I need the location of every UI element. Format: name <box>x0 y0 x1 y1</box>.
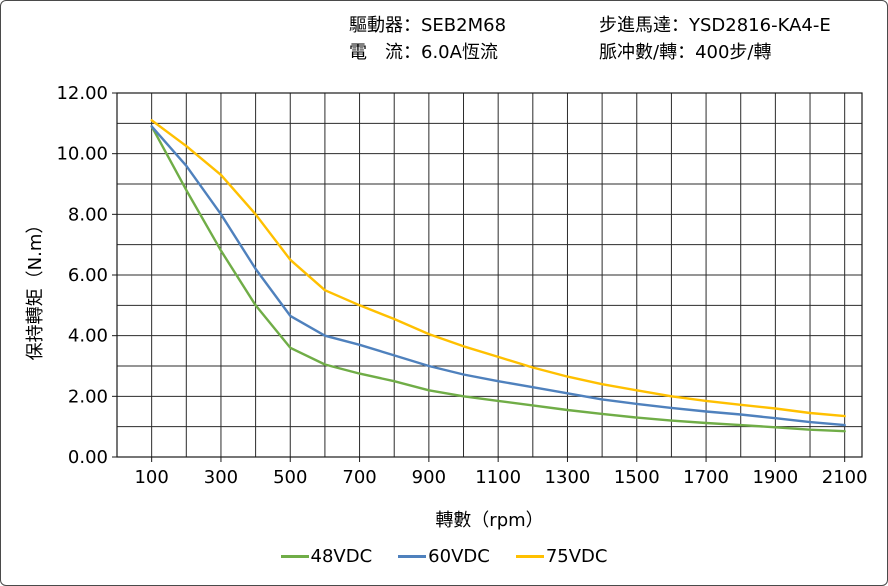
series-line-48vdc <box>150 125 846 433</box>
legend-item-48vdc: 48VDC <box>280 546 373 567</box>
y-tick-label: 2.00 <box>68 386 108 407</box>
pulses-label: 脈冲數/轉：400步/轉 <box>599 42 772 63</box>
x-tick-label: 1900 <box>752 467 798 488</box>
motor-label: 步進馬達：YSD2816-KA4-E <box>599 15 831 36</box>
legend-item-60vdc: 60VDC <box>398 546 490 567</box>
legend-item-75vdc: 75VDC <box>515 546 608 567</box>
x-tick-label: 2100 <box>822 467 868 488</box>
x-tick-label: 500 <box>273 467 307 488</box>
y-tick-label: 10.00 <box>56 144 108 165</box>
legend-label-60vdc: 60VDC <box>428 546 490 567</box>
x-tick-label: 1100 <box>475 467 521 488</box>
legend-label-75vdc: 75VDC <box>545 546 608 567</box>
header-left-column: 驅動器：SEB2M68 電 流：6.0A恆流 <box>349 12 506 66</box>
y-tick-label: 8.00 <box>68 204 108 225</box>
driver-label: 驅動器：SEB2M68 <box>349 15 507 36</box>
legend-swatch-75vdc <box>515 555 544 558</box>
header-right-column: 步進馬達：YSD2816-KA4-E 脈冲數/轉：400步/轉 <box>599 12 831 66</box>
legend-label-48vdc: 48VDC <box>310 546 373 567</box>
y-axis-title: 保持轉矩（N.m） <box>25 215 46 361</box>
chart-legend: 48VDC 60VDC 75VDC <box>1 546 887 567</box>
y-tick-label: 4.00 <box>68 326 108 347</box>
y-tick-label: 12.00 <box>56 83 108 104</box>
x-tick-label: 700 <box>342 467 376 488</box>
current-label: 電 流：6.0A恆流 <box>349 42 498 63</box>
x-tick-label: 100 <box>134 467 168 488</box>
x-axis-title: 轉數（rpm） <box>435 510 544 531</box>
y-tick-label: 0.00 <box>68 447 108 468</box>
x-tick-label: 300 <box>204 467 238 488</box>
series-line-60vdc <box>150 125 846 427</box>
x-tick-label: 1700 <box>683 467 729 488</box>
x-tick-label: 900 <box>412 467 446 488</box>
legend-swatch-48vdc <box>280 555 309 558</box>
y-tick-label: 6.00 <box>68 265 108 286</box>
legend-swatch-60vdc <box>398 555 427 558</box>
x-tick-label: 1300 <box>545 467 591 488</box>
x-tick-label: 1500 <box>614 467 660 488</box>
series-line-75vdc <box>150 119 846 418</box>
